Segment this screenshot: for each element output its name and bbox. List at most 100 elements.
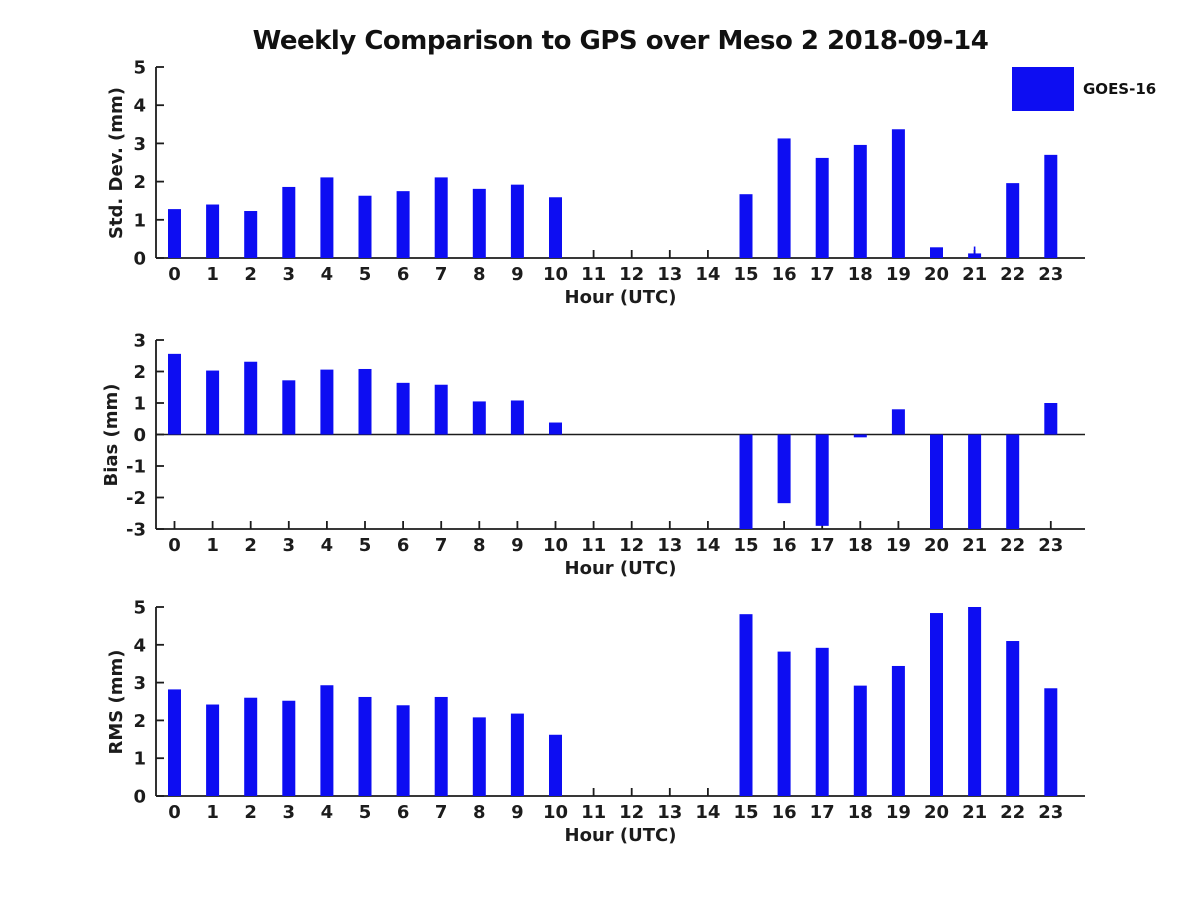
x-tick-label: 5	[359, 264, 372, 285]
x-tick-label: 1	[206, 535, 219, 556]
y-tick-label: 0	[133, 787, 146, 808]
x-tick-label: 6	[397, 264, 410, 285]
x-tick-label: 3	[283, 535, 296, 556]
bar-hour-16	[777, 434, 791, 504]
ylabel-bias: Bias (mm)	[101, 383, 122, 487]
y-tick-label: 3	[133, 134, 146, 155]
bar-hour-21	[968, 434, 982, 529]
y-tick-label: 3	[133, 673, 146, 694]
bar-hour-8	[472, 401, 486, 435]
x-tick-label: 20	[924, 802, 949, 823]
bar-hour-2	[244, 361, 258, 435]
y-tick-label: 1	[133, 749, 146, 770]
bar-hour-10	[549, 734, 562, 796]
bar-hour-21	[968, 607, 982, 796]
bar-hour-18	[853, 144, 867, 258]
x-tick-label: 4	[321, 264, 334, 285]
x-tick-label: 13	[657, 802, 682, 823]
x-tick-label: 23	[1038, 802, 1063, 823]
x-tick-label: 17	[810, 535, 835, 556]
bar-hour-15	[739, 434, 753, 529]
x-tick-label: 12	[619, 264, 644, 285]
x-tick-label: 4	[321, 535, 334, 556]
bar-hour-5	[358, 368, 372, 435]
bar-hour-20	[930, 434, 943, 529]
x-tick-label: 7	[435, 535, 448, 556]
x-tick-label: 18	[848, 264, 873, 285]
x-tick-label: 18	[848, 535, 873, 556]
bar-hour-21	[968, 253, 982, 258]
x-tick-label: 21	[962, 802, 987, 823]
x-tick-label: 10	[543, 802, 568, 823]
x-tick-label: 2	[244, 264, 257, 285]
x-tick-label: 0	[168, 535, 181, 556]
bar-hour-19	[891, 665, 905, 796]
x-tick-label: 15	[733, 535, 758, 556]
bar-hour-3	[282, 380, 296, 435]
x-tick-label: 21	[962, 535, 987, 556]
bar-hour-1	[206, 370, 220, 435]
x-tick-label: 11	[581, 802, 606, 823]
y-tick-label: 5	[133, 58, 146, 79]
y-tick-label: 0	[133, 425, 146, 446]
bar-hour-0	[168, 353, 181, 435]
bar-hour-23	[1044, 403, 1058, 435]
y-tick-label: 5	[133, 598, 146, 619]
xlabel-rms: Hour (UTC)	[564, 825, 677, 846]
y-tick-label: 1	[133, 210, 146, 231]
x-tick-label: 20	[924, 535, 949, 556]
y-tick-label: 2	[133, 711, 146, 732]
bar-hour-7	[434, 384, 448, 435]
x-tick-label: 1	[206, 802, 219, 823]
bar-hour-15	[739, 194, 753, 258]
x-tick-label: 14	[695, 802, 720, 823]
xlabel-std-dev: Hour (UTC)	[564, 287, 677, 308]
bar-hour-1	[206, 704, 220, 796]
x-tick-label: 0	[168, 264, 181, 285]
bar-hour-2	[244, 697, 258, 796]
legend-swatch-goes16	[1012, 67, 1074, 111]
bar-hour-10	[549, 422, 562, 435]
x-tick-label: 22	[1000, 802, 1025, 823]
y-tick-label: -2	[126, 488, 146, 509]
x-tick-label: 5	[359, 535, 372, 556]
x-tick-label: 1	[206, 264, 219, 285]
x-tick-label: 17	[810, 802, 835, 823]
bar-hour-6	[396, 705, 410, 796]
y-tick-label: 3	[133, 331, 146, 352]
x-tick-label: 16	[772, 535, 797, 556]
bar-hour-4	[320, 369, 334, 435]
ylabel-std-dev: Std. Dev. (mm)	[106, 86, 127, 240]
bar-hour-9	[510, 713, 524, 796]
x-tick-label: 15	[733, 802, 758, 823]
x-tick-label: 12	[619, 802, 644, 823]
y-tick-label: 1	[133, 394, 146, 415]
bar-hour-15	[739, 614, 753, 796]
y-tick-label: -1	[126, 457, 146, 478]
x-tick-label: 9	[511, 535, 524, 556]
bar-hour-9	[510, 184, 524, 258]
x-tick-label: 19	[886, 264, 911, 285]
bar-hour-2	[244, 211, 258, 258]
y-tick-label: 4	[133, 96, 146, 117]
x-tick-label: 7	[435, 802, 448, 823]
bar-hour-6	[396, 191, 410, 258]
x-tick-label: 3	[283, 802, 296, 823]
x-tick-label: 22	[1000, 264, 1025, 285]
bar-hour-1	[206, 204, 220, 258]
y-tick-label: 2	[133, 362, 146, 383]
x-tick-label: 6	[397, 535, 410, 556]
x-tick-label: 8	[473, 535, 486, 556]
bar-hour-17	[815, 434, 829, 526]
bar-hour-4	[320, 685, 334, 796]
x-tick-label: 2	[244, 535, 257, 556]
bar-hour-3	[282, 700, 296, 796]
bar-hour-19	[891, 129, 905, 258]
x-tick-label: 13	[657, 264, 682, 285]
bar-hour-22	[1006, 183, 1020, 258]
bar-hour-20	[930, 247, 943, 258]
bar-hour-8	[472, 188, 486, 258]
bar-hour-10	[549, 197, 562, 258]
